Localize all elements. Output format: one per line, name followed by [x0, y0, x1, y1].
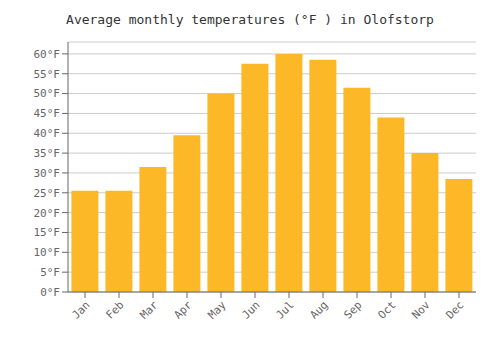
- svg-text:May: May: [205, 298, 229, 322]
- svg-text:Jan: Jan: [69, 298, 92, 321]
- svg-text:20°F: 20°F: [34, 207, 61, 220]
- svg-text:45°F: 45°F: [34, 107, 61, 120]
- svg-text:Sep: Sep: [341, 298, 364, 321]
- svg-text:30°F: 30°F: [34, 167, 61, 180]
- svg-text:15°F: 15°F: [34, 226, 61, 239]
- svg-text:5°F: 5°F: [40, 266, 60, 279]
- svg-text:Nov: Nov: [409, 298, 433, 322]
- svg-text:50°F: 50°F: [34, 87, 61, 100]
- svg-text:Aug: Aug: [307, 298, 330, 321]
- svg-text:Dec: Dec: [443, 298, 466, 321]
- svg-text:Mar: Mar: [137, 298, 161, 322]
- svg-text:55°F: 55°F: [34, 68, 61, 81]
- html-text:Average monthly temperatures (: Average monthly temperatures (°F ) in Ol…: [66, 12, 434, 27]
- svg-text:0°F: 0°F: [40, 286, 60, 299]
- svg-text:35°F: 35°F: [34, 147, 61, 160]
- svg-text:25°F: 25°F: [34, 187, 61, 200]
- svg-text:Jul: Jul: [273, 298, 296, 321]
- svg-text:40°F: 40°F: [34, 127, 61, 140]
- svg-text:Oct: Oct: [375, 298, 398, 321]
- svg-text:Apr: Apr: [171, 298, 195, 322]
- svg-text:Feb: Feb: [103, 298, 126, 321]
- svg-text:10°F: 10°F: [34, 246, 61, 259]
- svg-text:Jun: Jun: [239, 298, 262, 321]
- svg-text:60°F: 60°F: [34, 48, 61, 61]
